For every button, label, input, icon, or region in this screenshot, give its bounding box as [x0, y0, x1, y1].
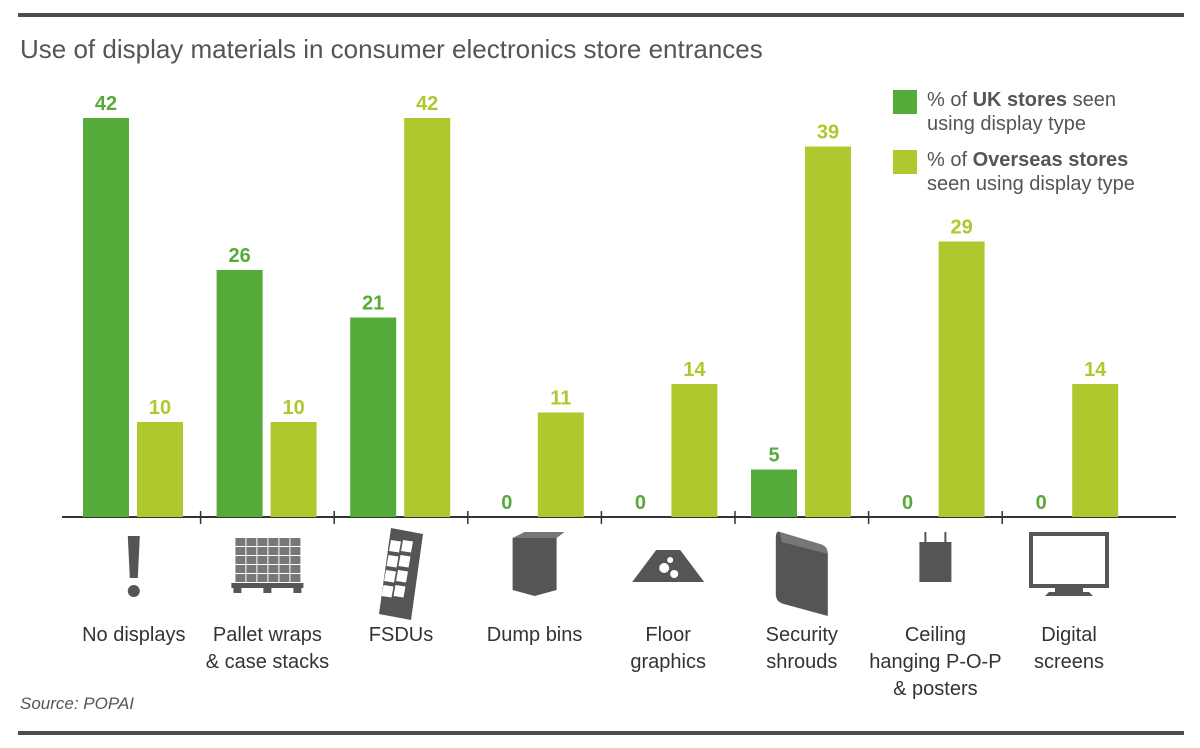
legend-swatch-uk [893, 90, 917, 114]
bar-uk [751, 469, 797, 517]
category-label-line: No displays [82, 624, 186, 646]
category-label-line: FSDUs [368, 624, 434, 646]
category-label: FSDUs [331, 622, 471, 649]
top-rule [18, 13, 1184, 17]
category-label: Pallet wraps & case stacks [197, 622, 337, 676]
bar-overseas [537, 412, 584, 517]
bar-uk [350, 317, 397, 517]
data-label-overseas: 14 [683, 359, 706, 381]
bar-overseas [137, 422, 183, 517]
data-label-overseas: 14 [1084, 359, 1107, 381]
data-label-uk: 0 [501, 492, 512, 514]
exclamation-icon [127, 536, 140, 597]
data-label-uk: 0 [635, 492, 646, 514]
bar-overseas [270, 422, 317, 517]
data-label-overseas: 42 [416, 93, 438, 115]
ceiling-poster-icon [919, 532, 952, 582]
data-label-uk: 0 [902, 492, 913, 514]
source-note: Source: POPAI [20, 694, 135, 713]
legend-label-uk: % of UK stores seen using display type [927, 89, 1116, 135]
bar-overseas [938, 241, 985, 517]
category-label: Ceiling hanging P-O-P & posters [865, 622, 1005, 703]
bar-overseas [805, 146, 851, 517]
category-label-line: Digital [1041, 624, 1097, 646]
category-label-line: screens [1033, 651, 1105, 673]
category-label-line: graphics [630, 651, 706, 673]
category-label-line: Ceiling [904, 624, 966, 646]
category-label-line: hanging P-O-P [869, 651, 1002, 673]
bar-overseas [671, 384, 718, 517]
bar-overseas [404, 118, 451, 517]
data-label-uk: 42 [95, 93, 117, 115]
data-label-overseas: 10 [282, 397, 304, 419]
data-label-overseas: 39 [817, 122, 839, 144]
category-label-line: & posters [893, 678, 978, 700]
bottom-rule [18, 731, 1184, 735]
security-shroud-icon [775, 531, 828, 616]
fsdu-icon [379, 528, 423, 620]
dump-bin-icon [512, 532, 565, 596]
data-label-uk: 5 [768, 445, 779, 467]
category-label-line: Security [765, 624, 838, 646]
category-label: Security shrouds [732, 622, 872, 676]
category-label-line: Pallet wraps [212, 624, 322, 646]
data-label-uk: 26 [228, 245, 250, 267]
chart-title: Use of display materials in consumer ele… [20, 34, 763, 64]
data-label-overseas: 29 [950, 217, 972, 239]
data-label-uk: 21 [362, 293, 384, 315]
bar-uk [216, 270, 263, 517]
category-label: No displays [64, 622, 204, 649]
category-label: Floor graphics [598, 622, 738, 676]
data-label-overseas: 11 [550, 388, 571, 410]
bar-uk [83, 118, 129, 517]
category-label: Dump bins [465, 622, 605, 649]
bar-overseas [1072, 384, 1119, 517]
digital-screen-icon [1029, 532, 1109, 596]
category-label-line: Floor [645, 624, 691, 646]
floor-graphic-icon [632, 550, 705, 582]
data-label-overseas: 10 [149, 397, 171, 419]
category-label-line: shrouds [766, 651, 838, 673]
legend-label-overseas: % of Overseas stores seen using display … [927, 149, 1135, 195]
category-label: Digital screens [999, 622, 1139, 676]
pallet-icon [231, 538, 304, 593]
category-label-line: & case stacks [205, 651, 330, 673]
data-label-uk: 0 [1036, 492, 1047, 514]
category-label-line: Dump bins [486, 624, 583, 646]
legend-swatch-overseas [893, 150, 917, 174]
